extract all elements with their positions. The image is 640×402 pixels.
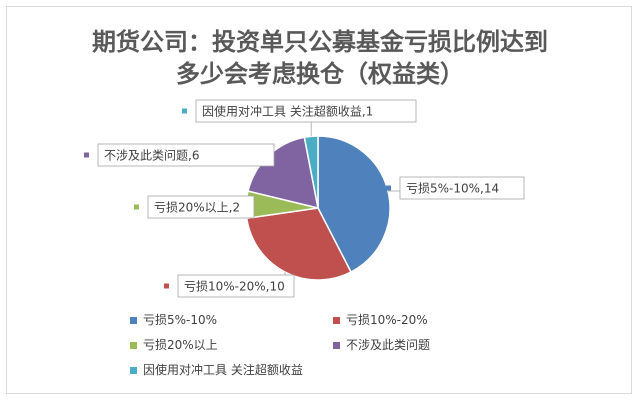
data-label: 亏损20%以上,2 (154, 201, 240, 215)
data-label-box (97, 143, 275, 167)
data-label: 亏损10%-20%,10 (184, 280, 285, 294)
pie-slice-4 (303, 135, 319, 209)
legend-swatch (130, 317, 137, 324)
legend-swatch (333, 342, 340, 349)
data-label-box (177, 274, 295, 298)
legend-item: 因使用对冲工具 关注超额收益 (143, 362, 303, 377)
legend-swatch (130, 367, 137, 374)
legend-swatch (130, 342, 137, 349)
data-label-box (147, 195, 255, 219)
chart-title: 期货公司：投资单只公募基金亏损比例达到 多少会考虑换仓（权益类） (0, 26, 640, 90)
data-label-swatch (134, 204, 139, 210)
data-label-swatch (164, 283, 169, 289)
legend-item: 亏损20%以上 (143, 338, 218, 352)
pie-slice-0 (317, 135, 391, 274)
data-label: 不涉及此类问题,6 (104, 149, 199, 163)
legend-item: 亏损5%-10% (143, 313, 217, 327)
data-label-box (195, 99, 417, 123)
data-label: 亏损5%-10%,14 (406, 182, 499, 196)
data-label: 因使用对冲工具 关注超额收益,1 (202, 104, 373, 119)
legend-swatch (333, 317, 340, 324)
chart-title-line1: 期货公司：投资单只公募基金亏损比例达到 (92, 28, 548, 56)
chart-title-line2: 多少会考虑换仓（权益类） (176, 60, 464, 88)
data-label-swatch (386, 185, 391, 191)
legend-item: 不涉及此类问题 (346, 338, 430, 352)
data-label-swatch (182, 108, 187, 114)
legend-item: 亏损10%-20% (346, 313, 428, 327)
data-label-box (399, 176, 525, 200)
data-label-swatch (84, 152, 89, 158)
